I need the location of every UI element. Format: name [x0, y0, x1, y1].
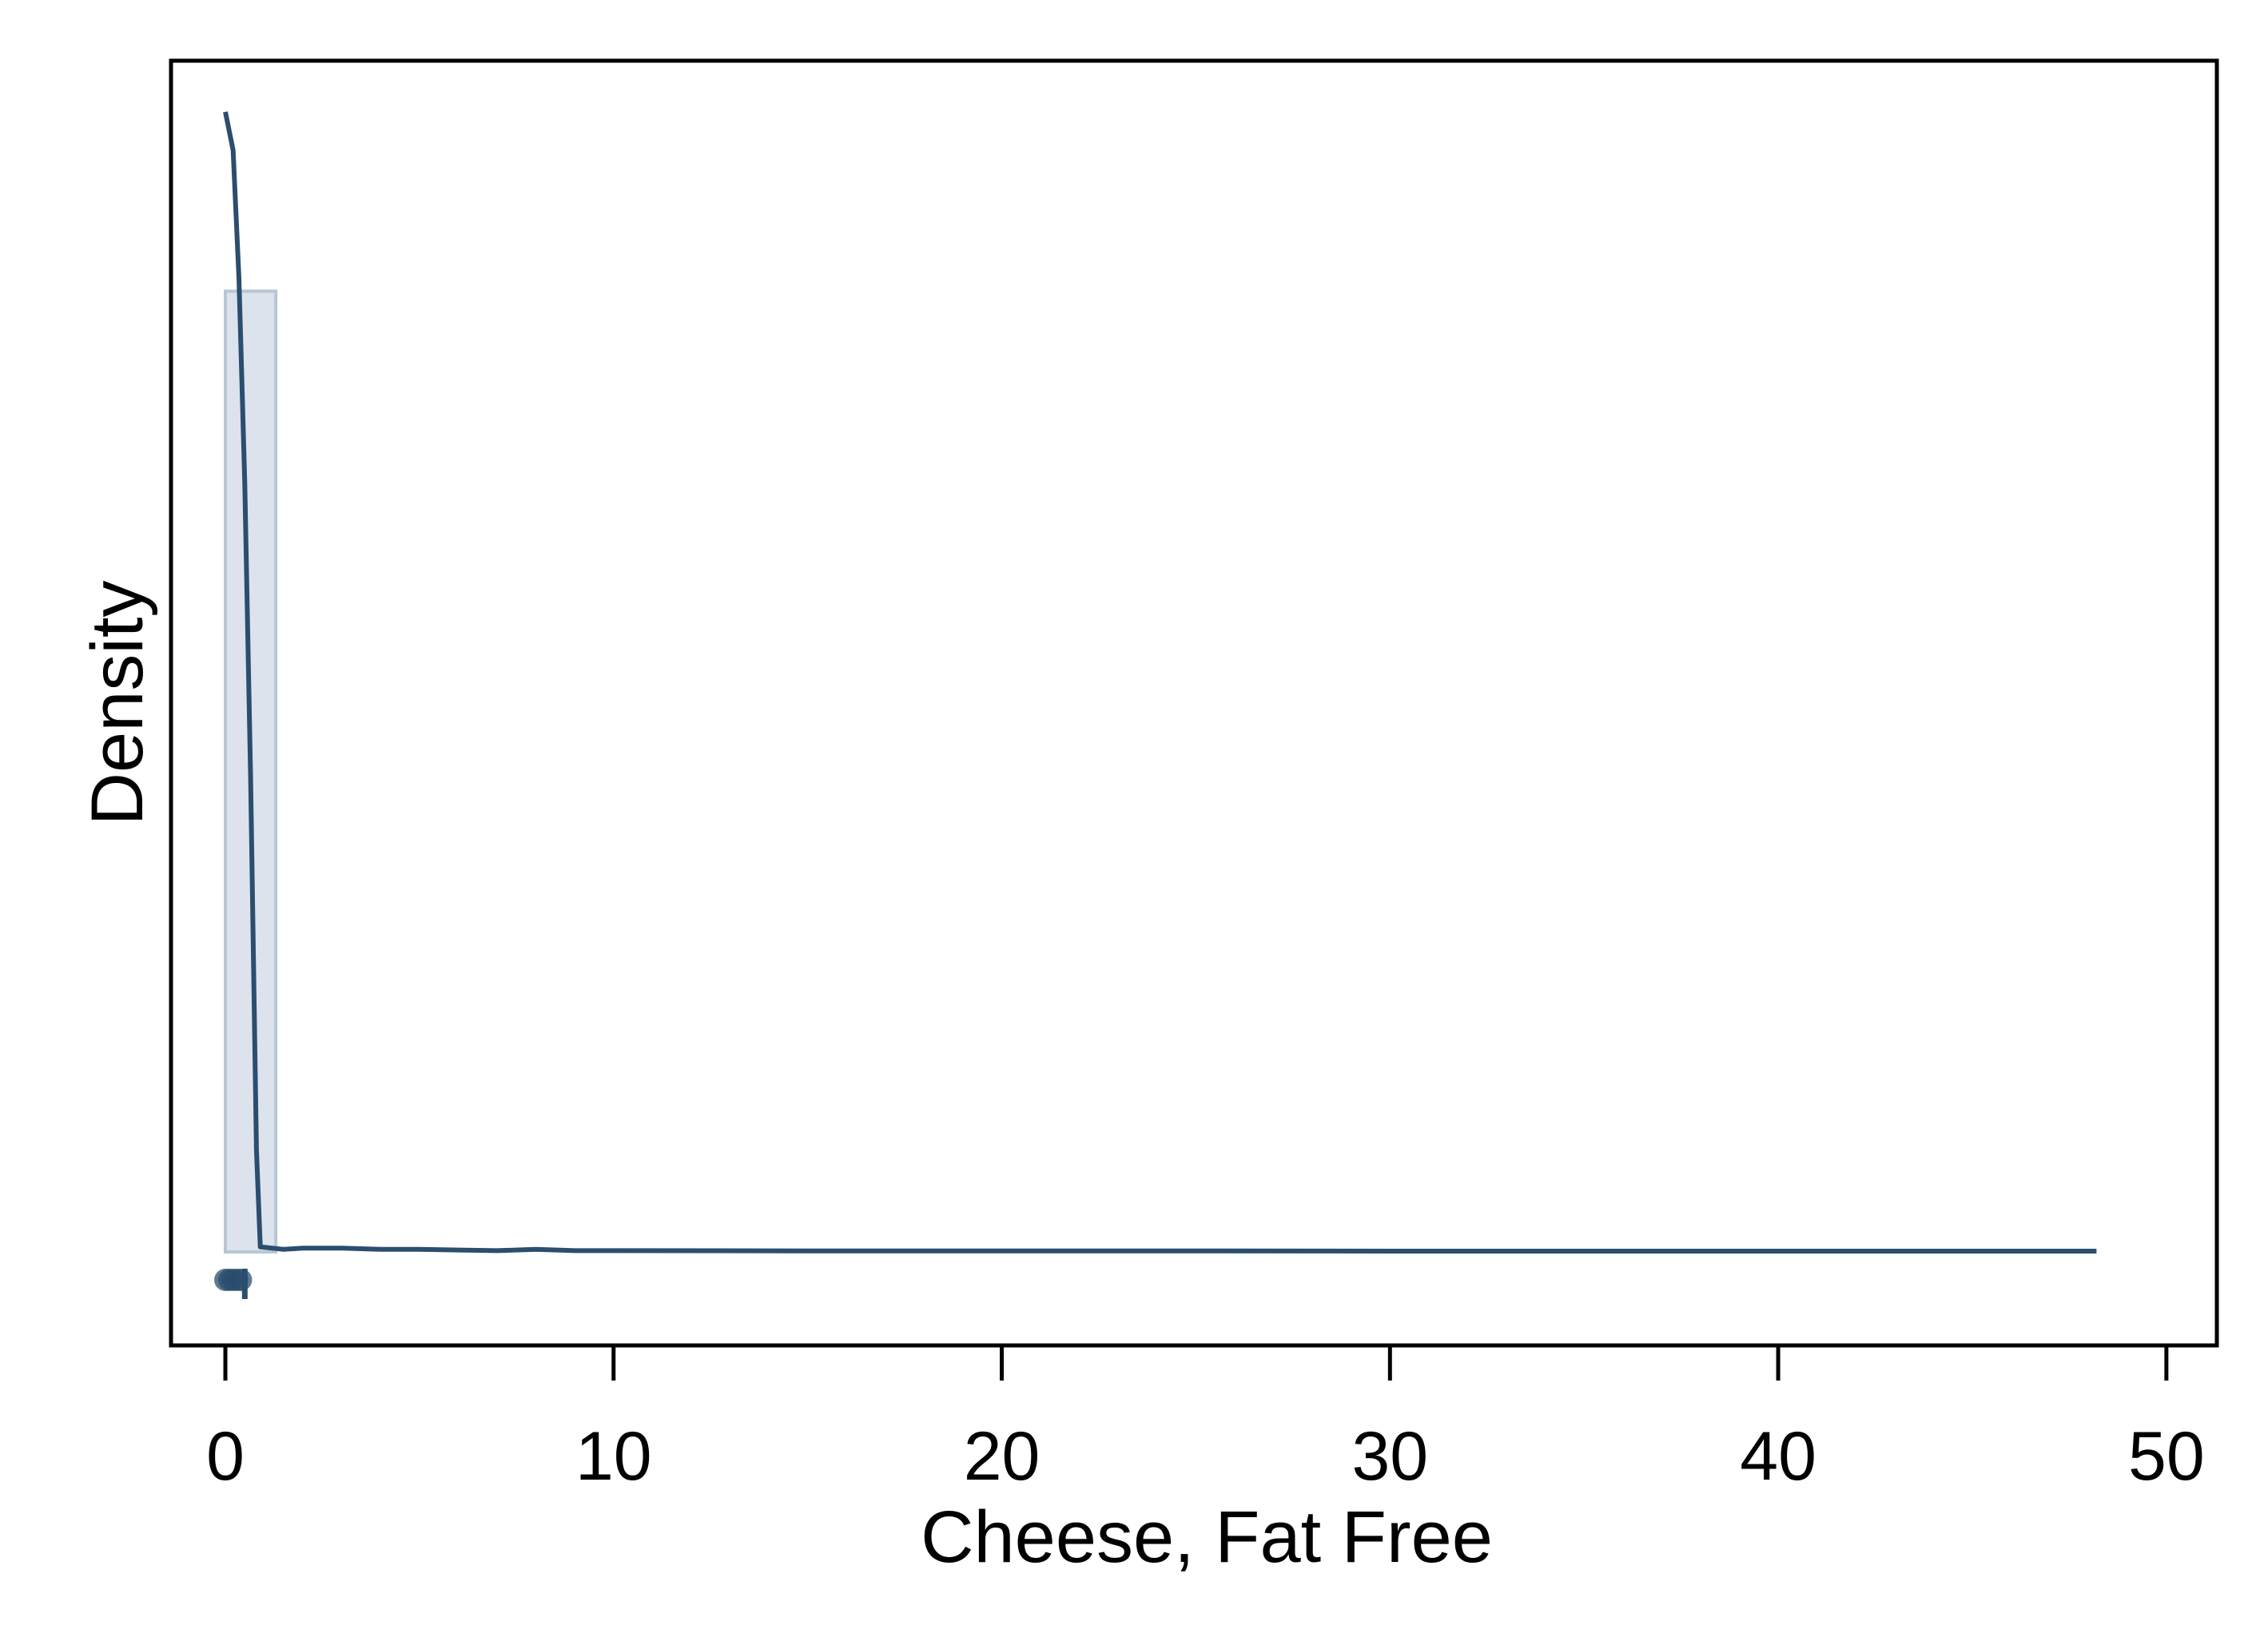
x-tick-label-40: 40: [1740, 1418, 1816, 1495]
plot-frame: [169, 58, 2219, 1348]
x-tick-label-50: 50: [2128, 1418, 2205, 1495]
density-curve: [223, 111, 2097, 1254]
x-tick-label-0: 0: [206, 1418, 245, 1495]
rug-point-4: [229, 1269, 253, 1291]
x-tick-label-20: 20: [964, 1418, 1040, 1495]
x-axis-title: Cheese, Fat Free: [921, 1496, 1493, 1578]
density-curve-layer: [223, 111, 2097, 1254]
x-axis-ticks: 0 10 20 30 40 50: [206, 1345, 2205, 1495]
rug-markers: [214, 1269, 253, 1299]
x-tick-label-30: 30: [1351, 1418, 1428, 1495]
y-axis-title: Density: [77, 581, 158, 826]
x-tick-label-10: 10: [575, 1418, 652, 1495]
